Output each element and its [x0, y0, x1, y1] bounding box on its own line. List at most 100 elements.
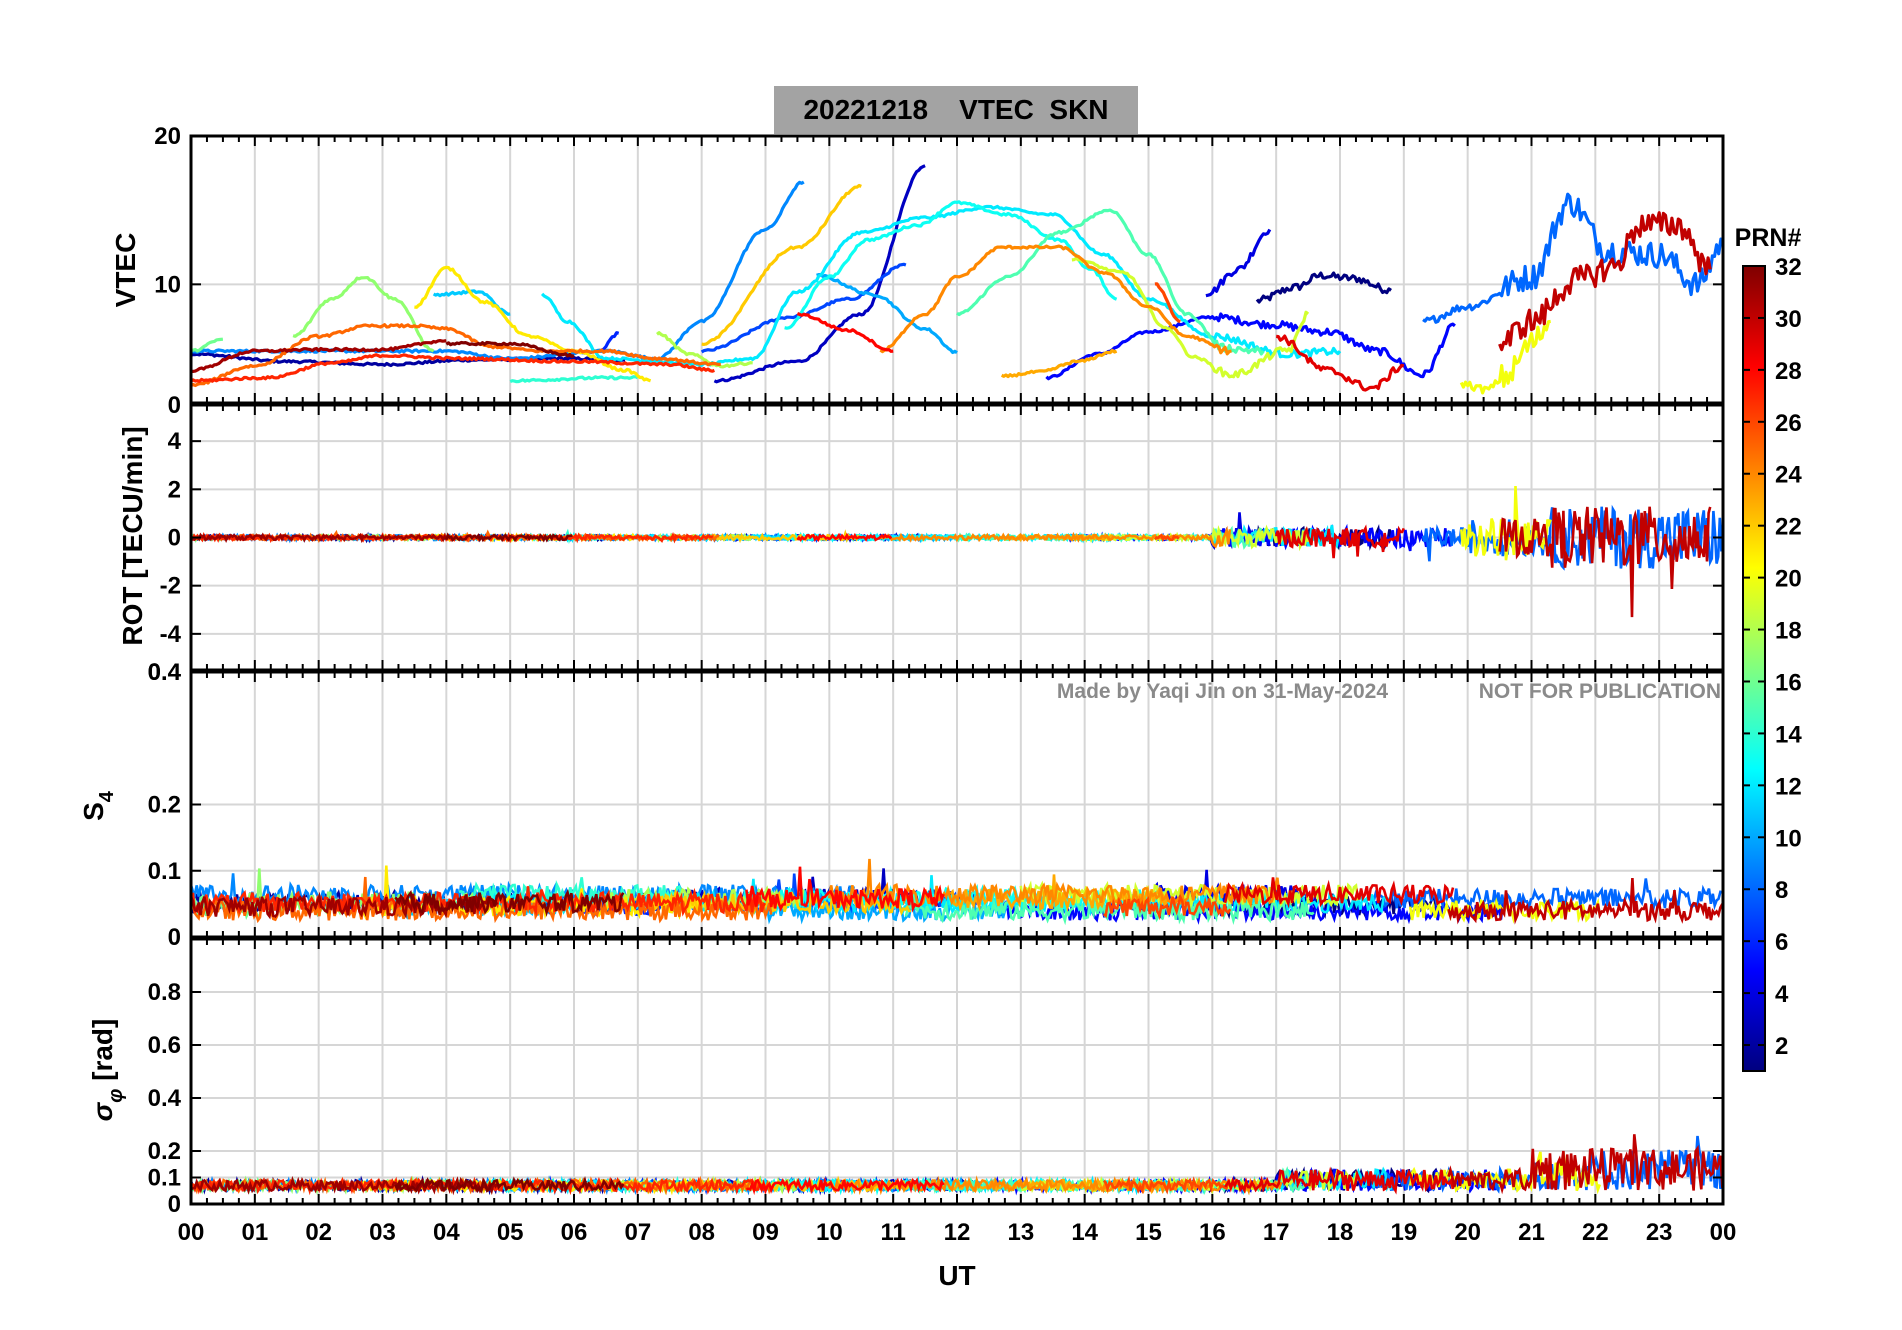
rot-line-prn-31 — [191, 532, 448, 544]
x-tick-label: 20 — [1454, 1219, 1481, 1246]
colorbar — [1742, 265, 1766, 1072]
sigma-phi-ylabel: σφ [rad] — [87, 1019, 127, 1122]
vtec-line-prn-20 — [1459, 319, 1551, 395]
colorbar-tick-label: 22 — [1775, 514, 1802, 541]
rot-line-prn-26 — [1153, 533, 1180, 543]
vtec-line-prn-23 — [1000, 348, 1118, 379]
sigma-phi-line-prn-30 — [1447, 1134, 1723, 1195]
vtec-line-prn-29 — [1276, 334, 1405, 392]
vtec-line-prn-18 — [656, 331, 753, 369]
sig-y-tick-label: 0 — [168, 1191, 181, 1218]
x-tick-label: 09 — [752, 1219, 779, 1246]
vtec-line-prn-24 — [879, 244, 1232, 356]
colorbar-tick-label: 30 — [1775, 306, 1802, 333]
vtec-y-tick-label: 10 — [154, 271, 181, 298]
chart-title: 20221218 VTEC SKN — [803, 94, 1108, 125]
x-tick-label: 19 — [1390, 1219, 1417, 1246]
rot-y-tick-label: -2 — [160, 573, 181, 600]
vtec-line-prn-25 — [191, 323, 721, 388]
x-tick-label: 00 — [1710, 1219, 1737, 1246]
x-tick-label: 13 — [1007, 1219, 1034, 1246]
vtec-line-prn-10 — [816, 273, 958, 355]
rot-line-prn-29 — [1274, 524, 1405, 559]
x-tick-label: 05 — [497, 1219, 524, 1246]
x-tick-label: 11 — [880, 1219, 905, 1246]
vtec-line-prn-14 — [509, 375, 639, 384]
title-date: 20221218 — [803, 94, 928, 125]
x-tick-label: 15 — [1135, 1219, 1162, 1246]
x-tick-label: 22 — [1582, 1219, 1609, 1246]
sigma-phi-line-prn-26 — [1102, 1175, 1232, 1195]
vtec-ylabel: VTEC — [110, 233, 141, 308]
colorbar-tick-label: 6 — [1775, 929, 1788, 956]
vtec-line-prn-2 — [191, 352, 626, 368]
vtec-axes-frame — [189, 134, 1725, 405]
x-axis-label: UT — [938, 1260, 975, 1291]
x-tick-label: 12 — [944, 1219, 971, 1246]
x-tick-label: 17 — [1263, 1219, 1290, 1246]
vtec-y-tick-label: 20 — [154, 123, 181, 150]
colorbar-tick-label: 4 — [1775, 981, 1789, 1008]
sigma-phi-line-prn-29 — [1224, 1166, 1455, 1195]
vtec-line-prn-8 — [1422, 192, 1723, 324]
s4-y-tick-label: 0.2 — [148, 792, 181, 819]
s4-line-prn-29 — [1223, 877, 1455, 909]
vtec-line-prn-16 — [191, 337, 224, 353]
s4-top-label: 0.4 — [148, 659, 182, 686]
sig-axes: 00.10.2 0.4 0.6 0.8 — [148, 937, 1725, 1218]
sig-y-tick-label: 0.6 — [148, 1032, 181, 1059]
sig-axes-frame — [189, 937, 1725, 1206]
rot-series — [191, 485, 1723, 618]
colorbar-tick-label: 16 — [1775, 669, 1802, 696]
colorbar-tick-label: 32 — [1775, 254, 1802, 281]
sig-y-tick-label: 0.1 — [148, 1165, 181, 1192]
vtec-line-prn-28 — [796, 312, 894, 353]
title-quantity: VTEC — [959, 94, 1034, 125]
vtec-line-prn-13 — [784, 200, 1118, 330]
vtec-line-prn-30 — [1498, 211, 1712, 352]
vtec-line-prn-5 — [1045, 312, 1456, 381]
watermark-author: Made by Yaqi Jin on 31-May-2024 — [1057, 680, 1388, 703]
vtec-axes: 10 20 — [154, 123, 1725, 405]
vtec-line-prn-31 — [191, 339, 447, 373]
x-tick-label: 07 — [624, 1219, 651, 1246]
x-tick-label: 14 — [1071, 1219, 1098, 1246]
sig-panel — [191, 939, 1723, 1204]
s4-line-prn-30 — [1447, 878, 1723, 925]
rot-top-label: 0 — [168, 392, 181, 419]
s4-axes-frame — [189, 670, 1725, 939]
colorbar-tick-label: 14 — [1775, 721, 1802, 748]
x-tick-label: 00 — [178, 1219, 205, 1246]
s4-axes: 0 0.1 0.2 0.4 — [148, 659, 1725, 951]
colorbar-tick-label: 2 — [1775, 1033, 1788, 1060]
svg-text:σφ [rad]: σφ [rad] — [87, 1019, 127, 1122]
vtec-line-prn-26 — [1154, 282, 1181, 323]
colorbar-title: PRN# — [1735, 224, 1802, 252]
rot-axes: -4 -2 0 2 4 — [160, 403, 1725, 672]
title-station: SKN — [1049, 94, 1108, 125]
x-tick-label: 18 — [1327, 1219, 1354, 1246]
s4-line-prn-26 — [1102, 893, 1232, 921]
rot-line-prn-30 — [1498, 506, 1712, 618]
rot-ylabel: ROT [TECU/min] — [117, 426, 148, 645]
vtec-line-prn-4 — [1205, 228, 1272, 298]
vtec-line-prn-27 — [191, 353, 715, 383]
rot-axes-frame — [189, 403, 1725, 672]
vtec-line-prn-22 — [701, 183, 862, 346]
colorbar-tick-label: 24 — [1775, 462, 1802, 489]
x-tick-label: 02 — [305, 1219, 332, 1246]
vtec-line-prn-32 — [445, 340, 575, 358]
rot-line-prn-32 — [445, 532, 573, 543]
x-tick-label: 03 — [369, 1219, 396, 1246]
colorbar-tick-label: 8 — [1775, 877, 1788, 904]
colorbar-tick-label: 12 — [1775, 773, 1802, 800]
x-tick-label: 16 — [1199, 1219, 1226, 1246]
sigma-phi-line-prn-28 — [746, 1176, 945, 1196]
rot-line-prn-24 — [879, 525, 1232, 549]
rot-y-tick-label: -4 — [160, 621, 182, 648]
vtec-line-prn-3 — [713, 164, 926, 384]
s4-line-prn-25 — [191, 876, 773, 924]
x-tick-label: 21 — [1518, 1219, 1545, 1246]
colorbar-tick-label: 28 — [1775, 358, 1802, 385]
colorbar-tick-label: 10 — [1775, 825, 1802, 852]
